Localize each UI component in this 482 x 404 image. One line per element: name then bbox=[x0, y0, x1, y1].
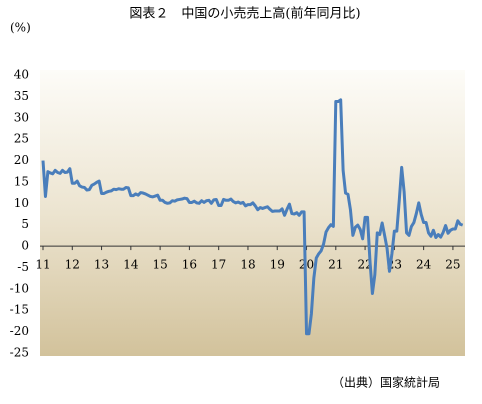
y-tick-label: 20 bbox=[14, 153, 29, 167]
y-tick-label: 15 bbox=[14, 174, 29, 188]
x-tick-label: 18 bbox=[240, 258, 255, 272]
data-line bbox=[41, 98, 464, 336]
x-tick-label: 12 bbox=[65, 258, 80, 272]
y-tick-label: 35 bbox=[14, 89, 29, 103]
source: （出典）国家統計局 bbox=[332, 375, 440, 390]
y-tick-label: -20 bbox=[10, 324, 29, 338]
x-tick-label: 24 bbox=[416, 258, 432, 272]
x-tick-label: 13 bbox=[94, 258, 109, 272]
y-tick-label: -15 bbox=[10, 303, 29, 317]
y-tick-label: 25 bbox=[14, 132, 29, 146]
y-tick-label: 30 bbox=[14, 110, 29, 124]
x-tick-label: 14 bbox=[123, 258, 139, 272]
y-tick-label: -10 bbox=[10, 281, 29, 295]
y-axis-label: (%) bbox=[10, 21, 31, 35]
x-tick-label: 21 bbox=[328, 258, 343, 272]
x-tick-label: 15 bbox=[152, 258, 167, 272]
y-tick-label: 10 bbox=[14, 196, 29, 210]
y-tick-label: 0 bbox=[21, 239, 29, 253]
plot-background bbox=[40, 70, 465, 356]
y-tick-label: 5 bbox=[21, 217, 29, 231]
y-tick-label: 40 bbox=[14, 68, 29, 82]
y-tick-label: -5 bbox=[17, 260, 29, 274]
x-tick-label: 16 bbox=[182, 258, 197, 272]
y-tick-label: -25 bbox=[10, 346, 29, 360]
x-tick-label: 17 bbox=[211, 258, 226, 272]
x-tick-label: 11 bbox=[35, 258, 50, 272]
chart-title: 図表２ 中国の小売売上高(前年同月比) bbox=[129, 6, 360, 22]
x-tick-label: 19 bbox=[270, 258, 285, 272]
x-tick-label: 25 bbox=[445, 258, 460, 272]
